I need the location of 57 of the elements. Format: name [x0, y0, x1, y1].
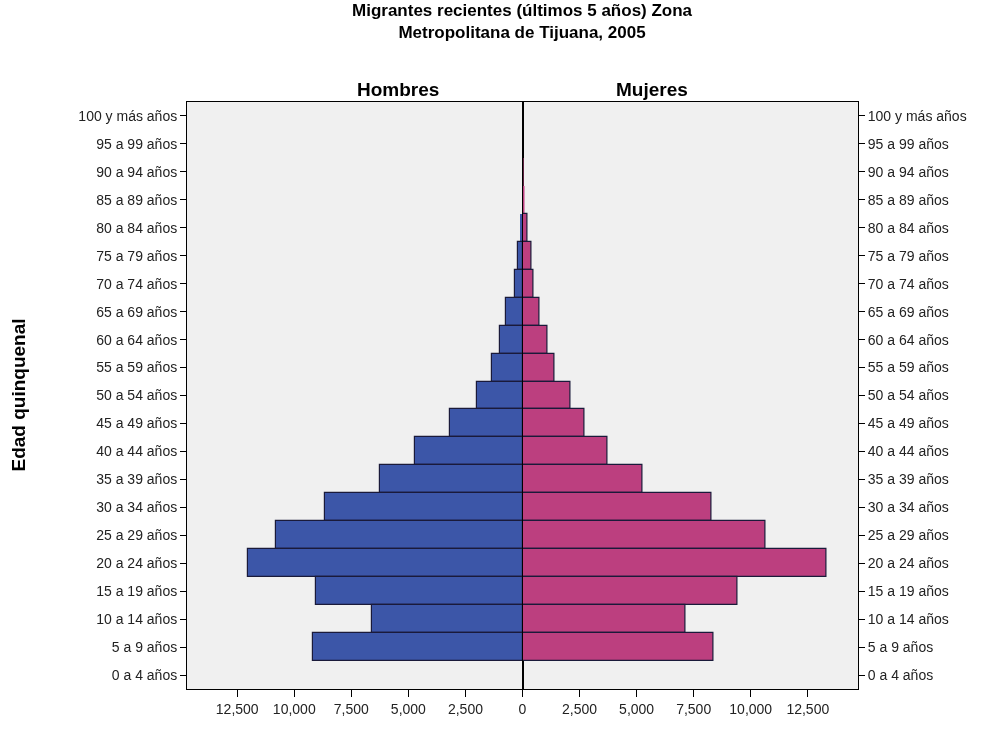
- y-tick-label: 20 a 24 años: [96, 555, 178, 572]
- x-tick-label: 2,500: [562, 700, 598, 717]
- y-tick-label: 80 a 84 años: [867, 219, 949, 236]
- y-tick-label: 0 a 4 años: [867, 666, 934, 683]
- x-tick-label: 12,500: [215, 700, 259, 717]
- y-tick-label: 95 a 99 años: [867, 135, 949, 152]
- y-tick-label: 15 a 19 años: [96, 583, 178, 600]
- y-tick-label: 40 a 44 años: [96, 443, 178, 460]
- y-tick-label: 30 a 34 años: [867, 499, 949, 516]
- text: Hombres: [357, 79, 440, 100]
- y-tick-label: 25 a 29 años: [96, 527, 178, 544]
- y-tick-label: 85 a 89 años: [867, 191, 949, 208]
- y-tick-label: 75 a 79 años: [96, 247, 178, 264]
- y-tick-label: 85 a 89 años: [96, 191, 178, 208]
- text: Mujeres: [616, 79, 688, 100]
- y-tick-label: 50 a 54 años: [867, 387, 949, 404]
- y-tick-label: 100 y más años: [78, 107, 178, 124]
- y-tick-label: 90 a 94 años: [96, 163, 178, 180]
- y-tick-label: 55 a 59 años: [96, 359, 178, 376]
- y-tick-label: 30 a 34 años: [96, 499, 178, 516]
- y-tick-label: 60 a 64 años: [96, 331, 178, 348]
- y-tick-label: 70 a 74 años: [867, 275, 949, 292]
- x-tick-label: 10,000: [729, 700, 773, 717]
- x-tick-label: 5,000: [390, 700, 427, 717]
- y-tick-label: 35 a 39 años: [867, 471, 949, 488]
- x-tick-label: 7,500: [333, 700, 370, 717]
- y-tick-label: 40 a 44 años: [867, 443, 949, 460]
- y-tick-label: 65 a 69 años: [96, 303, 178, 320]
- y-tick-label: 5 a 9 años: [867, 638, 934, 655]
- y-tick-label: 100 y más años: [867, 107, 967, 124]
- y-tick-label: 10 a 14 años: [867, 611, 949, 628]
- y-tick-label: 90 a 94 años: [867, 163, 949, 180]
- y-tick-label: 80 a 84 años: [96, 219, 178, 236]
- y-tick-label: 95 a 99 años: [96, 135, 178, 152]
- x-tick-label: 0: [518, 700, 527, 717]
- x-tick-label: 7,500: [676, 700, 712, 717]
- x-tick-label: 2,500: [447, 700, 484, 717]
- y-tick-label: 55 a 59 años: [867, 359, 949, 376]
- y-tick-label: 20 a 24 años: [867, 555, 949, 572]
- y-tick-label: 45 a 49 años: [867, 415, 949, 432]
- x-tick-label: 5,000: [619, 700, 655, 717]
- y-tick-label: 70 a 74 años: [96, 275, 178, 292]
- y-tick-label: 50 a 54 años: [96, 387, 178, 404]
- y-tick-label: 75 a 79 años: [867, 247, 949, 264]
- x-tick-label: 10,000: [272, 700, 316, 717]
- y-tick-label: 0 a 4 años: [111, 666, 178, 683]
- y-tick-label: 10 a 14 años: [96, 611, 178, 628]
- y-tick-label: 35 a 39 años: [96, 471, 178, 488]
- y-axis-title: Edad quinquenal: [7, 318, 29, 472]
- y-tick-label: 60 a 64 años: [867, 331, 949, 348]
- x-tick-label: 12,500: [786, 700, 830, 717]
- y-tick-label: 25 a 29 años: [867, 527, 949, 544]
- y-tick-label: 5 a 9 años: [111, 638, 178, 655]
- chart-title: Migrantes recientes (últimos 5 años) Zona Metropolitana de Tijuana, 2005: [352, 1, 693, 43]
- y-tick-label: 45 a 49 años: [96, 415, 178, 432]
- y-tick-label: 15 a 19 años: [867, 583, 949, 600]
- y-tick-label: 65 a 69 años: [867, 303, 949, 320]
